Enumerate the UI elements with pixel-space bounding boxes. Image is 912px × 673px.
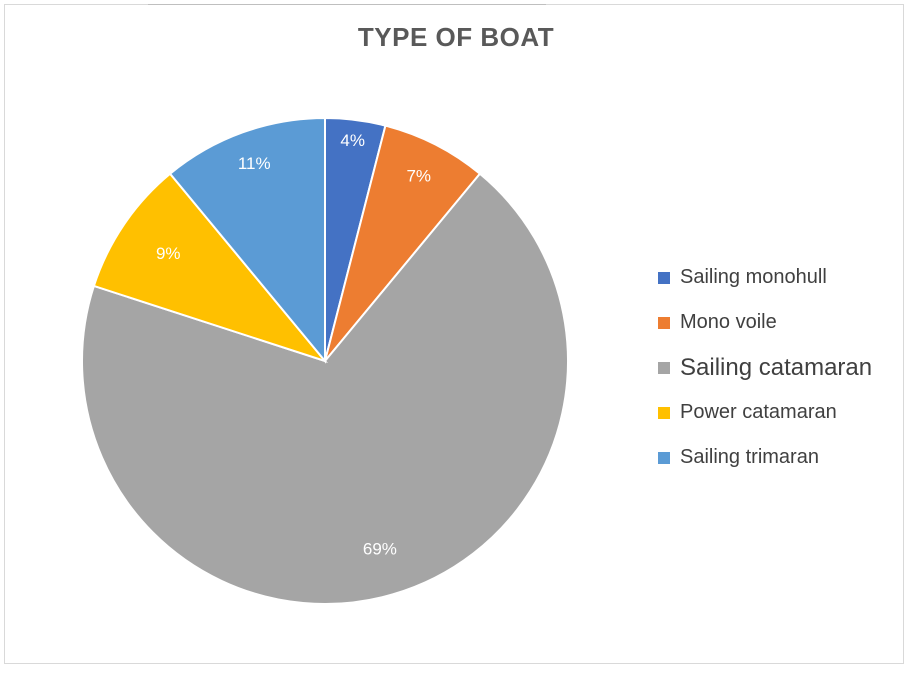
legend-swatch <box>658 361 670 374</box>
legend-item-sailing-monohull: Sailing monohull <box>658 255 872 300</box>
legend-swatch <box>658 316 670 329</box>
legend-swatch <box>658 451 670 464</box>
data-label-power-catamaran: 9% <box>156 244 181 263</box>
legend-item-sailing-catamaran: Sailing catamaran <box>658 345 872 390</box>
legend-item-power-catamaran: Power catamaran <box>658 390 872 435</box>
top-divider <box>148 4 546 5</box>
chart-title: TYPE OF BOAT <box>357 22 555 52</box>
pie-slice-mono-voile <box>324 124 482 362</box>
legend-label: Sailing catamaran <box>680 353 873 381</box>
pie-slice-sailing-catamaran <box>81 172 569 605</box>
legend: Sailing monohull Mono voile Sailing catama… <box>658 255 872 480</box>
data-label-sailing-catamaran: 69% <box>363 539 397 558</box>
legend-label: Sailing monohull <box>680 266 827 288</box>
legend-label: Sailing trimaran <box>680 446 819 468</box>
legend-item-mono-voile: Mono voile <box>658 300 872 345</box>
legend-label: Power catamaran <box>680 401 837 423</box>
legend-label: Mono voile <box>680 311 777 333</box>
legend-item-sailing-trimaran: Sailing trimaran <box>658 435 872 480</box>
pie-slice-sailing-trimaran <box>168 116 326 364</box>
legend-swatch <box>658 271 670 284</box>
pie-slice-power-catamaran <box>92 172 328 364</box>
legend-swatch <box>658 406 670 419</box>
data-label-sailing-trimaran: 11% <box>238 154 271 173</box>
data-label-mono-voile: 7% <box>406 166 431 185</box>
data-label-sailing-monohull: 4% <box>340 131 365 150</box>
